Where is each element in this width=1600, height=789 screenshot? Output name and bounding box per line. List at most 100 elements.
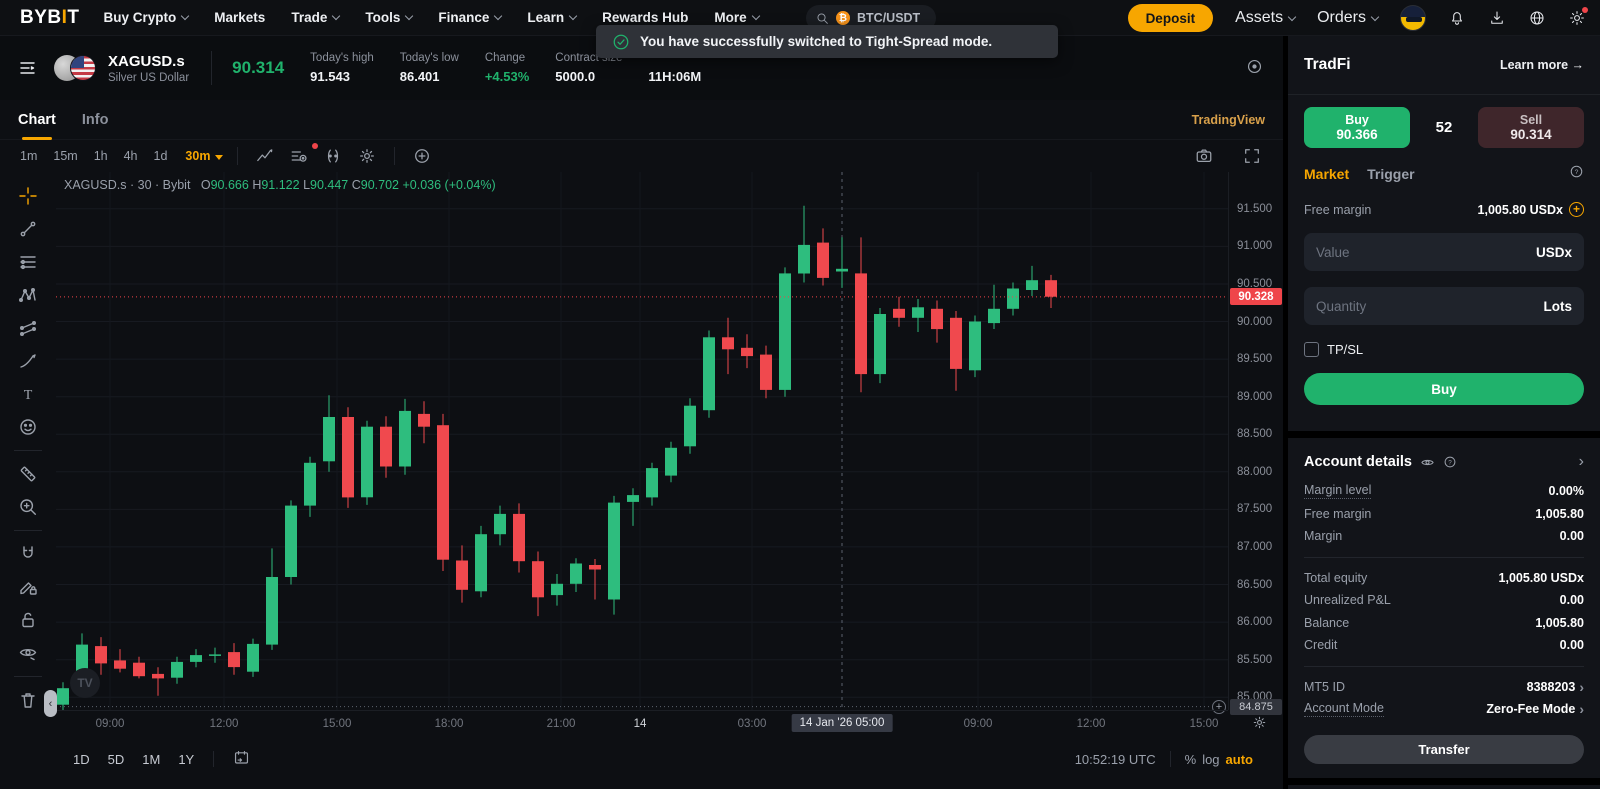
toolbar-collapse-handle[interactable]: ‹ bbox=[44, 690, 57, 717]
current-price-badge: 90.328 bbox=[1230, 288, 1282, 305]
learn-more-link[interactable]: Learn more → bbox=[1499, 58, 1584, 72]
xabcd-pattern-icon bbox=[19, 288, 36, 302]
deposit-button[interactable]: Deposit bbox=[1127, 4, 1214, 32]
tradingview-link[interactable]: TradingView bbox=[1191, 112, 1265, 127]
percent-scale-button[interactable]: % bbox=[1184, 751, 1197, 767]
us-flag-icon bbox=[70, 55, 96, 81]
trend-line-tool[interactable] bbox=[18, 219, 38, 239]
settings-button[interactable] bbox=[1568, 7, 1588, 27]
lock-all-tool[interactable] bbox=[18, 610, 38, 630]
nav-rewards-hub[interactable]: Rewards Hub bbox=[602, 10, 689, 25]
orders-menu[interactable]: Orders bbox=[1317, 9, 1380, 27]
symbol-block[interactable]: XAGUSD.s Silver US Dollar bbox=[108, 53, 189, 84]
remove-drawings-tool[interactable] bbox=[18, 690, 38, 710]
question-icon[interactable]: ? bbox=[1443, 455, 1457, 469]
go-to-date-button[interactable] bbox=[226, 746, 257, 772]
nav-buy-crypto[interactable]: Buy Crypto bbox=[104, 10, 190, 25]
brush-tool[interactable] bbox=[18, 351, 38, 371]
tpsl-row: TP/SL bbox=[1304, 342, 1584, 357]
quantity-input[interactable]: Quantity Lots bbox=[1304, 287, 1584, 325]
range-1d[interactable]: 1D bbox=[73, 751, 90, 767]
chart-settings-button[interactable] bbox=[350, 145, 384, 167]
chart-toolbar: 1m 15m 1h 4h 1d 30m bbox=[0, 140, 1283, 172]
search-icon bbox=[817, 12, 828, 24]
logo-text: BYB bbox=[20, 6, 62, 28]
timeframe-1h[interactable]: 1h bbox=[93, 149, 108, 163]
value-input[interactable]: Value USDx bbox=[1304, 233, 1584, 271]
nav-learn[interactable]: Learn bbox=[527, 10, 578, 25]
time-axis[interactable]: 09:00 12:00 15:00 18:00 21:00 14 03:00 09:00 12:… bbox=[56, 710, 1228, 738]
screenshot-button[interactable] bbox=[1187, 145, 1221, 167]
bybit-logo[interactable]: BYBIT bbox=[20, 6, 80, 28]
instrument-options[interactable] bbox=[1246, 58, 1263, 80]
notifications-button[interactable] bbox=[1448, 9, 1466, 27]
eye-icon[interactable] bbox=[1420, 455, 1435, 470]
nav-more[interactable]: More bbox=[714, 10, 760, 25]
range-1m[interactable]: 1M bbox=[142, 751, 161, 767]
auto-scale-button[interactable]: auto bbox=[1225, 751, 1253, 767]
price-tick: 87.500 bbox=[1237, 503, 1273, 515]
language-button[interactable] bbox=[1528, 9, 1546, 27]
free-margin-value: 1,005.80 USDx bbox=[1477, 202, 1563, 217]
dropdown-caret-icon bbox=[215, 155, 224, 160]
tab-chart[interactable]: Chart bbox=[18, 100, 56, 140]
range-1y[interactable]: 1Y bbox=[178, 751, 195, 767]
xabcd-pattern-tool[interactable] bbox=[18, 285, 38, 305]
price-axis[interactable]: 91.500 91.000 90.500 90.000 89.500 89.000 88.5… bbox=[1212, 172, 1283, 715]
buy-quote-button[interactable]: Buy 90.366 bbox=[1304, 107, 1410, 148]
order-help-button[interactable]: ? bbox=[1569, 164, 1584, 184]
log-scale-button[interactable]: log bbox=[1202, 751, 1220, 767]
measure-tool[interactable] bbox=[18, 464, 38, 484]
transfer-button[interactable]: Transfer bbox=[1304, 734, 1584, 764]
axis-options: 10:52:19 UTC % log auto bbox=[1075, 751, 1253, 767]
add-funds-icon[interactable]: + bbox=[1569, 202, 1584, 217]
assets-menu[interactable]: Assets bbox=[1235, 9, 1297, 27]
chart-style-button[interactable] bbox=[248, 145, 282, 167]
drawing-lock-tool[interactable] bbox=[18, 577, 38, 597]
nav-finance[interactable]: Finance bbox=[438, 10, 503, 25]
timeframe-1m[interactable]: 1m bbox=[20, 149, 38, 163]
time-tick: 09:00 bbox=[963, 718, 993, 730]
next-section-stub bbox=[1288, 784, 1600, 789]
tab-info[interactable]: Info bbox=[81, 111, 109, 128]
downloads-button[interactable] bbox=[1488, 9, 1506, 27]
nav-tools[interactable]: Tools bbox=[365, 10, 414, 25]
instrument-list-icon[interactable] bbox=[18, 58, 38, 78]
timeframe-1d[interactable]: 1d bbox=[153, 149, 168, 163]
crosshair-tool[interactable] bbox=[18, 186, 38, 206]
sell-quote-button[interactable]: Sell 90.314 bbox=[1478, 107, 1584, 148]
range-5d[interactable]: 5D bbox=[107, 751, 125, 767]
tpsl-checkbox[interactable] bbox=[1304, 342, 1319, 357]
divider bbox=[14, 530, 42, 531]
compare-button[interactable] bbox=[316, 145, 350, 167]
magnet-tool[interactable] bbox=[18, 544, 38, 564]
chart-tabs: Chart Info TradingView bbox=[0, 100, 1283, 140]
text-tool[interactable]: T bbox=[18, 384, 38, 404]
avatar[interactable] bbox=[1400, 5, 1426, 31]
nav-trade[interactable]: Trade bbox=[291, 10, 341, 25]
chevron-down-icon bbox=[494, 11, 503, 21]
timeframe-15m[interactable]: 15m bbox=[53, 149, 78, 163]
emoji-tool[interactable] bbox=[18, 417, 38, 437]
buy-submit-button[interactable]: Buy bbox=[1304, 373, 1584, 405]
fullscreen-button[interactable] bbox=[1235, 145, 1269, 167]
drawing-toolbar: T bbox=[0, 172, 56, 789]
timeframe-selected[interactable]: 30m bbox=[175, 146, 227, 166]
timeframe-4h[interactable]: 4h bbox=[123, 149, 138, 163]
candlestick-chart[interactable]: XAGUSD.s · 30 · Bybit O90.666 H91.122 L9… bbox=[56, 172, 1228, 710]
horizontal-lines-tool[interactable] bbox=[18, 252, 38, 272]
add-chart-button[interactable] bbox=[405, 145, 439, 167]
indicators-button[interactable] bbox=[282, 143, 319, 167]
nav-markets[interactable]: Markets bbox=[214, 10, 266, 25]
zoom-in-tool[interactable] bbox=[18, 497, 38, 517]
chart-actions bbox=[1187, 145, 1269, 167]
account-mode-link[interactable]: Zero-Fee Mode › bbox=[1486, 701, 1584, 718]
account-details-header[interactable]: Account details ? › bbox=[1304, 453, 1584, 470]
candlestick-plot bbox=[56, 172, 1228, 710]
hide-drawings-tool[interactable] bbox=[18, 643, 38, 663]
tab-trigger[interactable]: Trigger bbox=[1367, 166, 1415, 182]
axis-settings-button[interactable] bbox=[1252, 715, 1267, 735]
mt5-id-link[interactable]: 8388203 › bbox=[1526, 678, 1584, 695]
tab-market[interactable]: Market bbox=[1304, 166, 1350, 182]
projection-tool[interactable] bbox=[18, 318, 38, 338]
